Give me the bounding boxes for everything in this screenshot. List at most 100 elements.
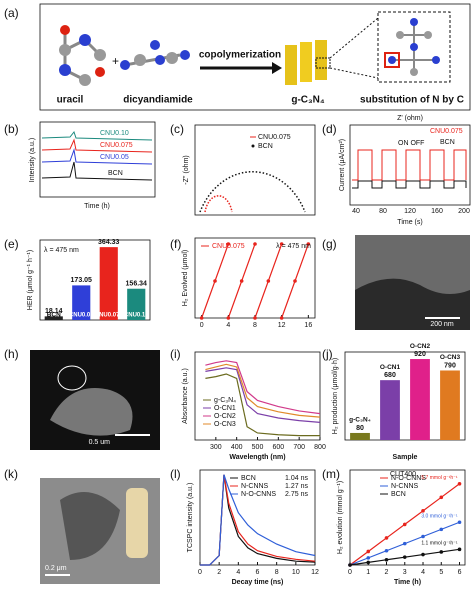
x-tick-label: 600 <box>272 444 284 451</box>
value-label: 790 <box>444 362 456 369</box>
value-label: 364.33 <box>98 239 120 246</box>
x-tick-label: 400 <box>231 444 243 451</box>
legend-label: BCN <box>108 170 123 177</box>
x-tick-label: 6 <box>458 569 462 576</box>
x-tick-label: 5 <box>439 569 443 576</box>
y-axis-label: HER (μmol g⁻¹ h⁻¹) <box>27 250 34 310</box>
panel-label: (i) <box>170 347 181 361</box>
line <box>349 483 460 566</box>
line <box>205 360 321 415</box>
panel-label: (j) <box>322 347 333 361</box>
x-tick-label: 2 <box>217 569 221 576</box>
y-axis-label: -Z'' (ohm) <box>183 155 190 185</box>
panel-label: (l) <box>170 467 181 481</box>
dicyandiamide-molecule <box>120 40 190 70</box>
panel-label: (e) <box>4 237 19 251</box>
bar <box>350 432 370 440</box>
bar <box>440 370 460 440</box>
bar <box>72 285 91 320</box>
legend-label: O-CN3 <box>214 421 236 428</box>
panel-label: (f) <box>170 237 181 251</box>
legend-label: O-CN1 <box>214 405 236 412</box>
y-axis-label: Current (μA/cm²) <box>339 139 346 191</box>
value-label: 920 <box>414 351 426 358</box>
plot-frame <box>39 239 151 321</box>
uracil-molecule <box>59 25 106 86</box>
x-tick-label: 12 <box>311 569 319 576</box>
layered-structure <box>285 17 379 85</box>
plus: + <box>112 54 119 68</box>
panel-label: (d) <box>322 122 337 136</box>
legend-label: BCN <box>258 143 273 150</box>
plot-frame <box>349 124 471 206</box>
legend-label: O-CN2 <box>214 413 236 420</box>
x-tick-label: 40 <box>352 208 360 215</box>
legend-swatch <box>251 144 255 148</box>
x-tick-label: 16 <box>304 322 312 329</box>
plot-frame <box>194 237 316 319</box>
legend-label: N-O-CNNS <box>241 491 276 498</box>
lifetime-label: 1.04 ns <box>285 475 308 482</box>
x-tick-label: 10 <box>292 569 300 576</box>
legend-label: CNU0.10 <box>100 130 129 137</box>
x-tick-label: 500 <box>252 444 264 451</box>
arrow-label: copolymerization <box>199 50 281 61</box>
x-tick-label: 200 <box>458 208 470 215</box>
legend-label: CNU0.075 <box>100 142 133 149</box>
annotation: λ = 475 nm <box>44 247 79 254</box>
legend-label: CNU0.05 <box>100 154 129 161</box>
lifetime-label: 1.27 ns <box>285 483 308 490</box>
x-axis-label: Z' (ohm) <box>397 115 423 122</box>
panel-label: (b) <box>4 122 19 136</box>
legend-label: N-CNNS <box>391 483 419 490</box>
reactant-label: dicyandiamide <box>123 95 193 106</box>
legend-label: N-O-CNNS <box>391 475 426 482</box>
legend-label: BCN <box>440 139 455 146</box>
x-tick-label: 300 <box>210 444 222 451</box>
y-axis-label: H₂ production (μmol/g·h) <box>332 358 339 434</box>
arrow-head <box>272 62 282 74</box>
value-label: 173.05 <box>71 277 93 284</box>
bar <box>44 316 63 320</box>
plot-frame <box>349 469 466 566</box>
scale-label: 200 nm <box>430 321 454 328</box>
y-axis-label: Absorbance (a.u.) <box>182 368 189 424</box>
x-tick-label: 6 <box>256 569 260 576</box>
zoom-box <box>377 11 451 83</box>
x-tick-label: 120 <box>404 208 416 215</box>
line <box>349 548 460 566</box>
value-label: 156.34 <box>126 281 148 288</box>
legend-label: BCN <box>241 475 256 482</box>
bar <box>410 359 430 440</box>
sem-particle <box>50 388 133 436</box>
scale-label: 0.5 um <box>89 439 111 446</box>
bar <box>99 247 118 320</box>
plot-frame <box>39 121 156 198</box>
photocurrent-cnu <box>352 149 467 181</box>
line <box>201 243 309 319</box>
panel-label: (m) <box>322 467 340 481</box>
y-axis-label: H₂ evolution (mmol g⁻¹) <box>337 481 344 554</box>
plot-frame <box>194 124 316 216</box>
legend-label: CNU0.075 <box>258 134 291 141</box>
line <box>205 363 321 418</box>
product-label: g-C₃N₄ <box>291 95 325 106</box>
rate-label: 1.1 mmol g⁻¹h⁻¹ <box>421 541 457 547</box>
x-axis-label: Decay time (ns) <box>232 579 284 586</box>
line <box>205 373 320 437</box>
y-axis-label: TCSPC intensity (a.u.) <box>187 483 194 553</box>
category-label: BCN <box>47 312 61 319</box>
x-tick-label: 0 <box>200 322 204 329</box>
nyquist-bcn <box>199 171 306 213</box>
x-axis-label: Time (s) <box>397 219 422 226</box>
legend-label: N-CNNS <box>241 483 269 490</box>
value-label: 18.14 <box>45 308 63 315</box>
x-tick-label: 8 <box>253 322 257 329</box>
bar <box>127 288 146 320</box>
panel-label: (a) <box>4 6 19 20</box>
x-axis-label: Wavelength (nm) <box>229 454 285 461</box>
category-label: CNU0.10 <box>124 313 149 319</box>
x-axis-label: Sample <box>393 454 418 461</box>
category-label: O-CN1 <box>380 364 401 371</box>
panel-label: (h) <box>4 347 19 361</box>
